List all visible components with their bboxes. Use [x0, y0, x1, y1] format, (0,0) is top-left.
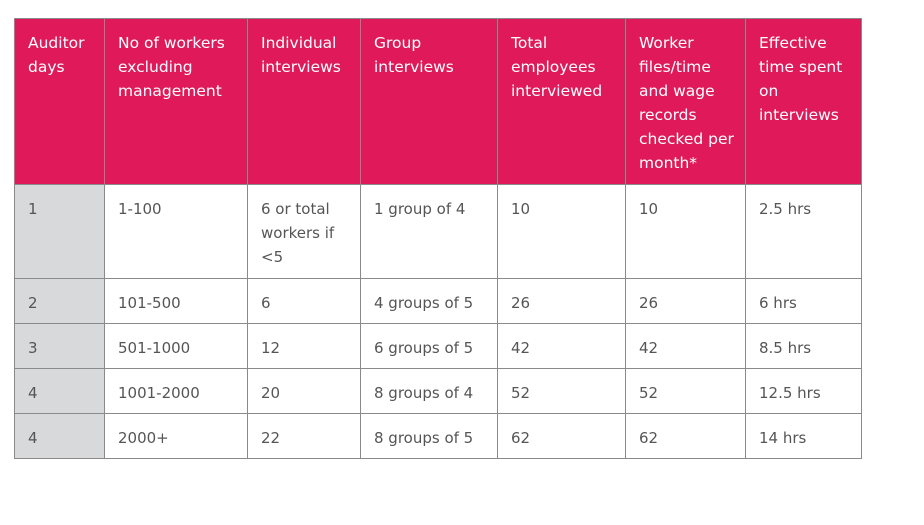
- table-cell: 501-1000: [104, 323, 248, 369]
- table-cell: 6 or total workers if <5: [247, 184, 361, 279]
- table-cell: 42: [497, 323, 626, 369]
- table-row: 4 1001-2000 20 8 groups of 4 52 52 12.5 hrs: [14, 368, 862, 414]
- table-cell: 3: [14, 323, 105, 369]
- table-cell: 62: [497, 413, 626, 459]
- table-row: 1 1-100 6 or total workers if <5 1 group of…: [14, 184, 862, 279]
- header-cell: Auditor days: [14, 18, 105, 185]
- table-cell: 6 hrs: [745, 278, 862, 324]
- table-cell: 6 groups of 5: [360, 323, 498, 369]
- header-cell: Total employees interviewed: [497, 18, 626, 185]
- header-cell: No of workers excluding management: [104, 18, 248, 185]
- table-cell: 4: [14, 368, 105, 414]
- table-cell: 1001-2000: [104, 368, 248, 414]
- table-cell: 4 groups of 5: [360, 278, 498, 324]
- table-cell: 12: [247, 323, 361, 369]
- table-cell: 101-500: [104, 278, 248, 324]
- table-cell: 20: [247, 368, 361, 414]
- header-row: Auditor days No of workers excluding mana…: [14, 18, 862, 185]
- table-cell: 2000+: [104, 413, 248, 459]
- table-cell: 2.5 hrs: [745, 184, 862, 279]
- table-cell: 26: [497, 278, 626, 324]
- header-cell: Group interviews: [360, 18, 498, 185]
- table-header: Auditor days No of workers excluding mana…: [14, 18, 862, 185]
- table-cell: 8.5 hrs: [745, 323, 862, 369]
- table-row: 2 101-500 6 4 groups of 5 26 26 6 hrs: [14, 278, 862, 324]
- table-cell: 52: [625, 368, 746, 414]
- table-cell: 1-100: [104, 184, 248, 279]
- table-body: 1 1-100 6 or total workers if <5 1 group of…: [14, 184, 862, 459]
- audit-table: Auditor days No of workers excluding mana…: [14, 18, 862, 459]
- table-row: 4 2000+ 22 8 groups of 5 62 62 14 hrs: [14, 413, 862, 459]
- table-cell: 26: [625, 278, 746, 324]
- table-cell: 10: [497, 184, 626, 279]
- table-cell: 22: [247, 413, 361, 459]
- table-cell: 4: [14, 413, 105, 459]
- table-cell: 62: [625, 413, 746, 459]
- table-cell: 42: [625, 323, 746, 369]
- table-cell: 52: [497, 368, 626, 414]
- table-cell: 2: [14, 278, 105, 324]
- table-row: 3 501-1000 12 6 groups of 5 42 42 8.5 hrs: [14, 323, 862, 369]
- table-cell: 1: [14, 184, 105, 279]
- table-cell: 10: [625, 184, 746, 279]
- table-cell: 12.5 hrs: [745, 368, 862, 414]
- table-cell: 1 group of 4: [360, 184, 498, 279]
- table-cell: 6: [247, 278, 361, 324]
- table-cell: 8 groups of 5: [360, 413, 498, 459]
- header-cell: Individual interviews: [247, 18, 361, 185]
- header-cell: Effective time spent on interviews: [745, 18, 862, 185]
- table-cell: 8 groups of 4: [360, 368, 498, 414]
- table-cell: 14 hrs: [745, 413, 862, 459]
- header-cell: Worker files/time and wage records check…: [625, 18, 746, 185]
